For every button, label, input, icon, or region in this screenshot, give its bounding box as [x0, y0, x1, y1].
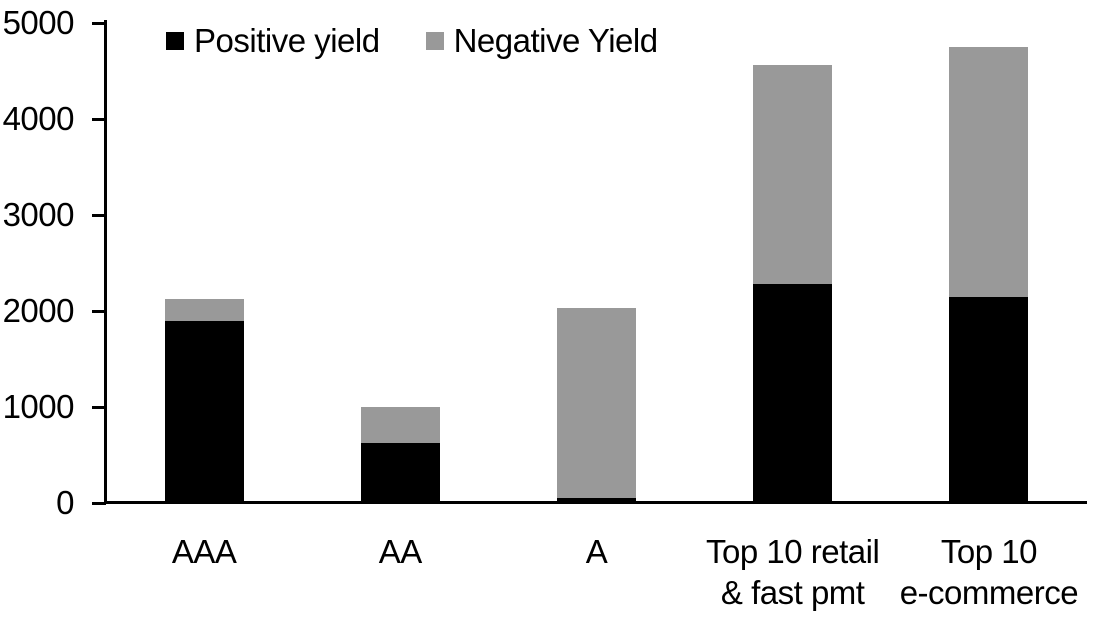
negative-yield-swatch-icon [425, 32, 444, 50]
y-tick-mark [92, 21, 106, 25]
legend-item-negative-yield: Negative Yield [425, 22, 658, 60]
positive-yield-swatch-icon [166, 32, 184, 50]
y-tick-mark [92, 213, 106, 217]
bar-segment-negative-yield [164, 299, 244, 321]
legend-label-positive-yield: Positive yield [194, 22, 380, 59]
x-category-label: Top 10 retail & fast pmt [706, 533, 880, 611]
x-category-label: AAA [171, 533, 237, 570]
y-axis-line [104, 20, 107, 504]
y-tick-mark [92, 309, 106, 313]
bar-segment-positive-yield [557, 498, 636, 503]
y-tick-mark [92, 117, 106, 121]
y-tick-label: 4000 [2, 100, 75, 137]
y-tick-mark [92, 405, 106, 409]
bar-segment-negative-yield [753, 65, 833, 285]
x-category-label: A [585, 533, 608, 570]
x-category-label: Top 10 e-commerce [899, 533, 1079, 611]
bar-segment-positive-yield [753, 284, 833, 503]
y-tick-label: 1000 [2, 388, 75, 425]
y-tick-label: 2000 [2, 292, 75, 329]
y-tick-label: 3000 [2, 196, 75, 233]
bar-segment-positive-yield [360, 442, 440, 503]
legend: Positive yield Negative Yield [166, 22, 658, 60]
y-tick-label: 0 [56, 484, 74, 521]
x-category-label: AA [378, 533, 423, 570]
bar-segment-positive-yield [164, 320, 244, 503]
legend-item-positive-yield: Positive yield [166, 22, 380, 60]
legend-label-negative-yield: Negative Yield [453, 22, 658, 59]
bar-segment-negative-yield [949, 47, 1029, 297]
y-tick-mark [92, 501, 106, 505]
bar-segment-positive-yield [949, 296, 1029, 503]
bar-segment-negative-yield [360, 407, 440, 443]
y-tick-label: 5000 [2, 4, 75, 41]
bar-segment-negative-yield [557, 308, 636, 499]
